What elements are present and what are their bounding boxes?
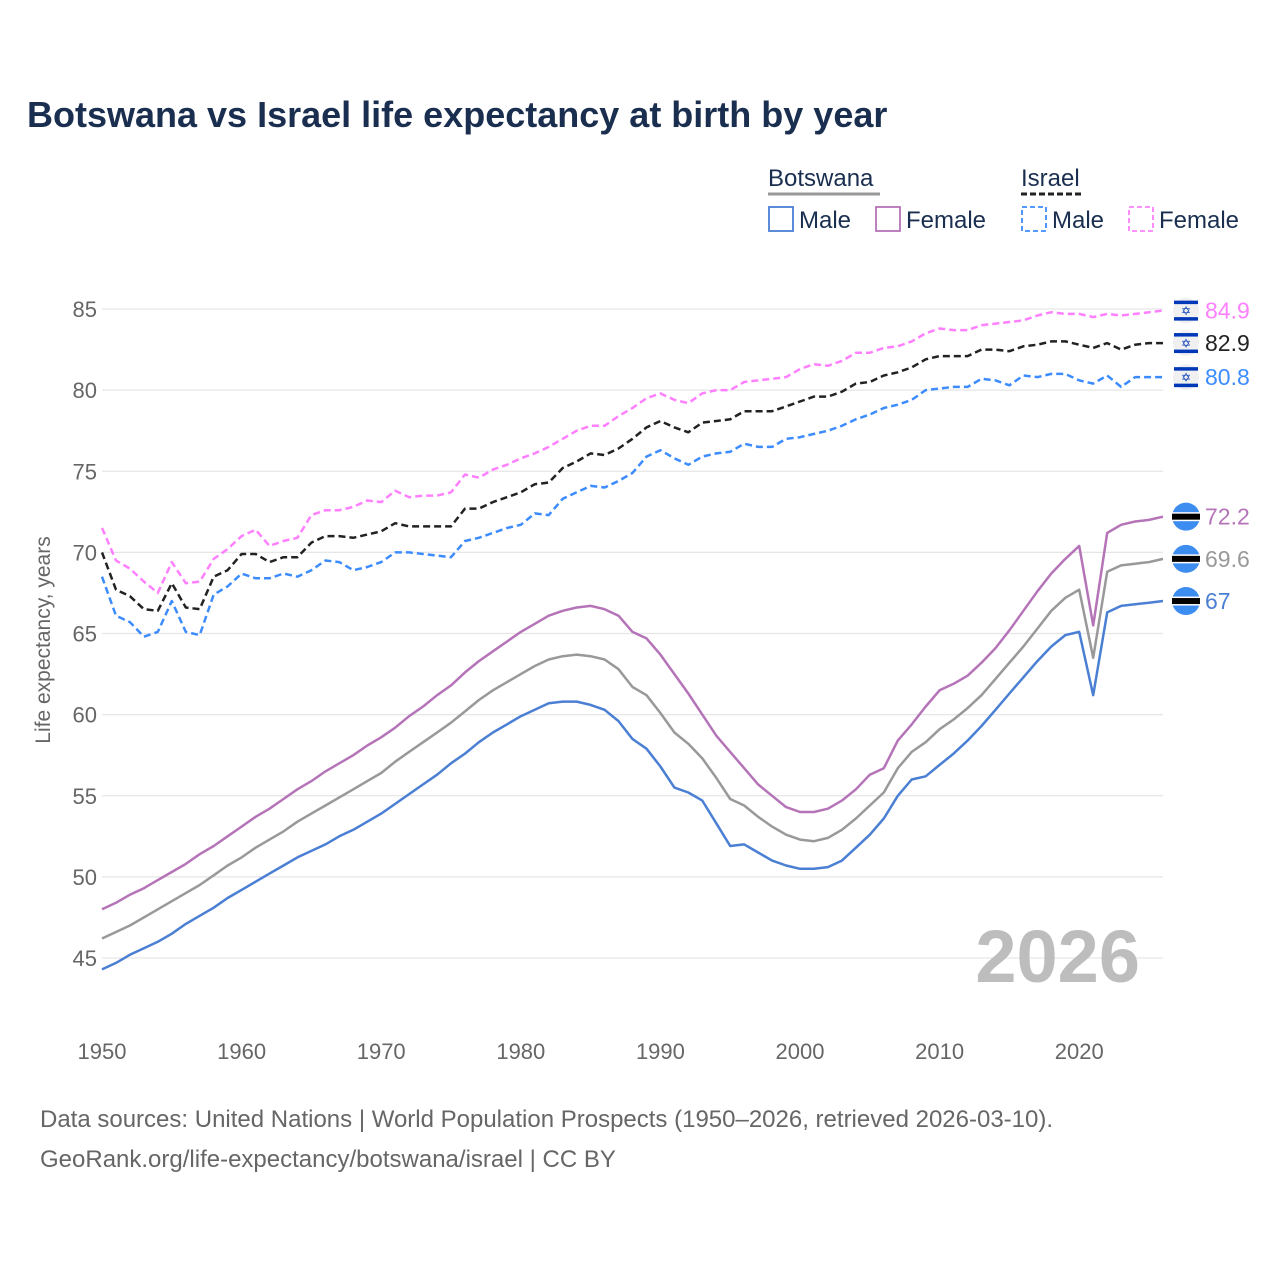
end-value-label: 84.9 [1205,298,1250,324]
x-tick-label: 2010 [915,1039,964,1064]
star-of-david-icon: ✡ [1181,371,1191,385]
series-line-botswana-female [101,515,1164,911]
legend-entry-label: Male [799,207,851,234]
series-line-israel-female [100,309,1164,595]
flag-stripe [1174,349,1198,354]
series-line-israel-total [100,340,1163,613]
x-tick-label: 1970 [357,1039,406,1064]
legend-swatch [875,206,901,232]
y-tick-label: 45 [73,946,97,971]
legend-swatch [1021,206,1047,232]
star-of-david-icon: ✡ [1181,304,1191,318]
y-tick-label: 70 [73,540,97,565]
legend-entry-label: Female [1159,207,1239,234]
legend-entry-label: Male [1052,207,1104,234]
end-value-label: 72.2 [1205,504,1250,530]
flag-stripe [1174,333,1198,337]
flag-stripe [1174,300,1198,305]
flag-stripe [1174,317,1198,321]
botswana-flag-icon [1172,587,1200,616]
israel-flag-icon: ✡ [1173,364,1199,391]
footer-sources: Data sources: United Nations | World Pop… [40,1106,1054,1133]
legend-group-title: Botswana [768,165,874,192]
x-tick-label: 1980 [496,1039,545,1064]
y-tick-label: 60 [73,703,97,728]
legend-swatch [1128,206,1154,232]
y-tick-label: 65 [73,622,97,647]
y-axis-label: Life expectancy, years [32,536,55,743]
x-tick-label: 1950 [78,1039,127,1064]
star-of-david-icon: ✡ [1181,337,1191,351]
legend-entry-label: Female [906,207,986,234]
botswana-flag-icon [1172,544,1200,573]
legend-group-title: Israel [1021,165,1080,192]
x-tick-label: 2020 [1055,1039,1104,1064]
flag-stripe [1174,367,1198,371]
flag-stripe [1172,598,1200,605]
y-tick-label: 80 [73,378,97,403]
footer-attribution: GeoRank.org/life-expectancy/botswana/isr… [40,1146,616,1173]
israel-flag-icon: ✡ [1173,330,1199,357]
series-line-botswana-male [101,599,1164,971]
y-tick-label: 55 [73,784,97,809]
end-value-label: 69.6 [1205,546,1250,572]
year-watermark: 2026 [975,915,1140,998]
x-tick-label: 1990 [636,1039,685,1064]
legend-swatch [768,206,794,232]
flag-stripe [1172,555,1200,562]
y-tick-label: 50 [73,865,97,890]
y-tick-label: 85 [73,297,97,322]
series-line-israel-male [100,372,1163,638]
flag-stripe [1172,513,1200,520]
x-tick-label: 1960 [217,1039,266,1064]
flag-stripe [1174,383,1198,388]
israel-flag-icon: ✡ [1173,297,1199,324]
series-line-botswana-total [101,557,1164,940]
end-value-label: 67 [1205,588,1231,614]
y-tick-label: 75 [73,459,97,484]
botswana-flag-icon [1172,502,1200,531]
end-value-label: 80.8 [1205,364,1250,390]
end-value-label: 82.9 [1205,330,1250,356]
chart-title: Botswana vs Israel life expectancy at bi… [27,94,888,135]
x-tick-label: 2000 [776,1039,825,1064]
